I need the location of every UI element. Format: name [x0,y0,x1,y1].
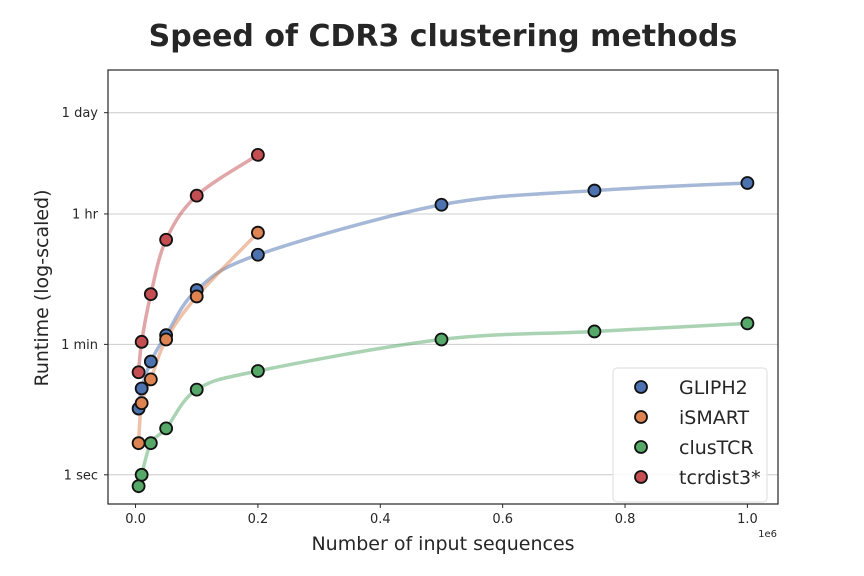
data-point-clustcr [587,324,602,339]
x-axis-offset-label: 1e6 [758,529,777,540]
y-axis-label: Runtime (log-scaled) [31,189,53,386]
data-point-gliph2 [434,197,449,212]
data-point-ismart [189,289,204,304]
series-points [131,147,755,494]
data-point-ismart [251,225,265,240]
plot-area-frame [107,69,779,505]
data-point-clustcr [159,421,174,436]
legend-label-gliph2: GLIPH2 [679,377,748,399]
data-point-ismart [159,332,174,347]
y-tick-label: 1 hr [72,207,99,222]
x-tick-label: 1.0 [737,512,758,527]
data-point-clustcr [251,364,265,378]
chart-title: Speed of CDR3 clustering methods [149,19,738,54]
data-point-ismart [131,436,146,451]
data-point-tcrdist3 [143,287,158,302]
x-tick-label: 0.4 [370,512,391,527]
data-point-gliph2 [587,183,602,198]
legend: GLIPH2 iSMART clusTCR tcrdist3* [612,367,768,503]
data-point-gliph2 [134,381,149,396]
x-tick-label: 0.0 [125,512,146,527]
legend-box [612,367,768,503]
data-point-clustcr [434,332,449,347]
data-point-tcrdist3 [159,232,174,247]
data-point-gliph2 [740,176,755,190]
y-tick-label: 1 sec [64,468,98,483]
legend-label-tcrdist3: tcrdist3* [679,467,761,489]
legend-marker-ismart [634,410,648,424]
data-point-gliph2 [251,247,265,262]
data-point-tcrdist3 [251,147,265,162]
x-tick-label: 0.8 [615,512,636,527]
data-point-clustcr [740,316,755,331]
x-tick-label: 0.6 [492,512,513,527]
data-point-tcrdist3 [131,365,146,380]
legend-label-ismart: iSMART [679,407,750,429]
data-point-ismart [143,372,158,387]
legend-marker-tcrdist3 [634,470,648,484]
y-tick-label: 1 day [62,106,99,121]
legend-marker-gliph2 [634,380,648,394]
data-point-tcrdist3 [134,334,149,349]
data-point-clustcr [134,467,149,482]
y-tick-label: 1 min [61,338,98,353]
data-point-ismart [134,396,149,410]
series-line-tcrdist3 [136,153,260,375]
data-point-gliph2 [143,354,158,369]
y-axis-ticks: 1 sec 1 min 1 hr 1 day [61,106,108,483]
legend-label-clustcr: clusTCR [679,437,754,459]
data-point-clustcr [131,479,146,494]
data-point-clustcr [143,436,158,451]
x-tick-label: 0.2 [248,512,269,527]
legend-marker-clustcr [634,440,648,454]
x-axis-label: Number of input sequences [311,533,574,555]
x-axis-ticks: 0.0 0.2 0.4 0.6 0.8 1.0 [125,504,758,527]
data-point-clustcr [189,382,204,397]
data-point-tcrdist3 [189,188,204,203]
